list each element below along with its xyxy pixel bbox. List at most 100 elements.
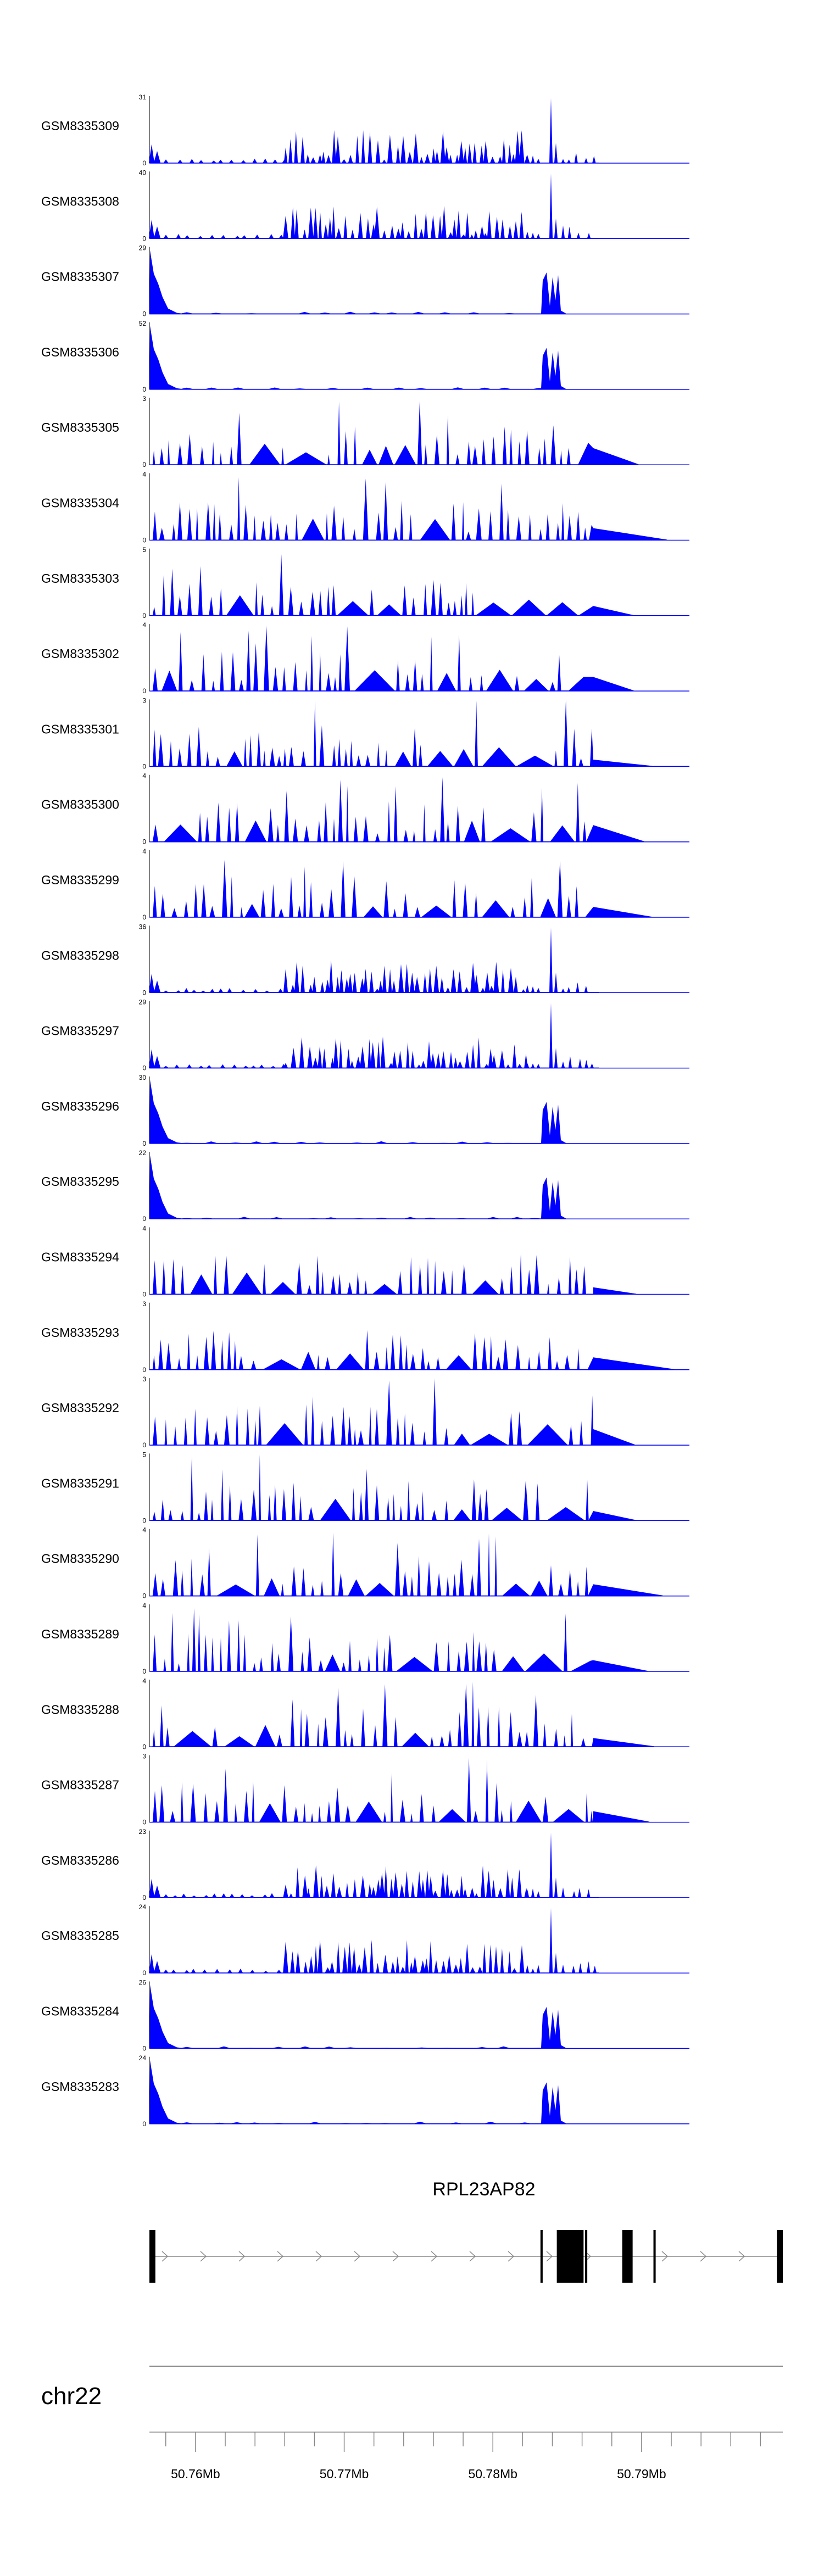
strand-arrow <box>508 2251 515 2262</box>
strand-arrow <box>469 2251 476 2262</box>
track-GSM8335287: GSM8335287 3 0 <box>41 1753 689 1826</box>
y-max-label: 5 <box>142 546 146 554</box>
y-min-label: 0 <box>142 989 146 996</box>
coverage-area <box>149 1608 648 1671</box>
y-min-label: 0 <box>142 1291 146 1298</box>
y-min-label: 0 <box>142 537 146 544</box>
track-GSM8335295: GSM8335295 22 0 <box>41 1149 689 1223</box>
chromosome-track: chr22 <box>41 2366 783 2410</box>
coverage-area <box>149 174 599 239</box>
y-max-label: 40 <box>139 169 147 176</box>
y-max-label: 23 <box>139 1828 147 1836</box>
y-max-label: 4 <box>142 1225 146 1233</box>
coverage-area <box>149 777 644 842</box>
track-label: GSM8335297 <box>41 1024 119 1038</box>
coverage-area <box>149 1454 636 1521</box>
coverage-area <box>149 1155 566 1219</box>
y-min-label: 0 <box>142 1592 146 1600</box>
y-min-label: 0 <box>142 461 146 469</box>
y-min-label: 0 <box>142 1516 146 1524</box>
y-max-label: 4 <box>142 1602 146 1609</box>
y-min-label: 0 <box>142 1140 146 1147</box>
y-max-label: 4 <box>142 772 146 780</box>
strand-arrow <box>392 2251 399 2262</box>
exon <box>585 2230 588 2283</box>
coverage-area <box>149 326 566 389</box>
track-label: GSM8335292 <box>41 1401 119 1415</box>
track-GSM8335291: GSM8335291 5 0 <box>41 1451 689 1524</box>
strand-arrow <box>738 2251 745 2262</box>
coverage-area <box>149 1003 599 1068</box>
coverage-area <box>149 1832 599 1898</box>
y-min-label: 0 <box>142 1668 146 1675</box>
y-max-label: 5 <box>142 1451 146 1458</box>
track-label: GSM8335301 <box>41 722 119 736</box>
coverage-area <box>149 250 566 314</box>
track-label: GSM8335298 <box>41 948 119 962</box>
track-label: GSM8335283 <box>41 2079 119 2094</box>
track-GSM8335288: GSM8335288 4 0 <box>41 1677 689 1750</box>
y-max-label: 4 <box>142 847 146 855</box>
strand-arrow <box>661 2251 669 2262</box>
track-label: GSM8335299 <box>41 873 119 887</box>
track-label: GSM8335306 <box>41 345 119 359</box>
axis-tick-label: 50.76Mb <box>171 2467 220 2481</box>
track-GSM8335309: GSM8335309 31 0 <box>41 93 689 167</box>
y-max-label: 4 <box>142 1526 146 1534</box>
track-label: GSM8335304 <box>41 496 119 510</box>
exon <box>777 2230 783 2283</box>
track-label: GSM8335284 <box>41 2004 119 2019</box>
y-min-label: 0 <box>142 1215 146 1223</box>
track-GSM8335306: GSM8335306 52 0 <box>41 320 689 393</box>
y-min-label: 0 <box>142 235 146 242</box>
coverage-area <box>149 1984 566 2049</box>
y-max-label: 30 <box>139 1074 147 1081</box>
coverage-area <box>149 1758 650 1822</box>
gene-name-label: RPL23AP82 <box>432 2179 535 2200</box>
strand-arrow <box>354 2251 361 2262</box>
track-label: GSM8335295 <box>41 1174 119 1189</box>
coverage-area <box>149 554 633 616</box>
y-min-label: 0 <box>142 2045 146 2053</box>
y-max-label: 3 <box>142 1300 146 1308</box>
track-label: GSM8335285 <box>41 1928 119 1943</box>
y-min-label: 0 <box>142 310 146 318</box>
coverage-area <box>149 860 652 917</box>
track-label: GSM8335305 <box>41 420 119 434</box>
track-GSM8335302: GSM8335302 4 0 <box>41 621 689 695</box>
coverage-area <box>149 1908 599 1973</box>
strand-arrow <box>162 2251 169 2262</box>
y-max-label: 4 <box>142 1677 146 1685</box>
y-max-label: 4 <box>142 471 146 478</box>
track-GSM8335299: GSM8335299 4 0 <box>41 847 689 921</box>
coverage-area <box>149 1378 635 1446</box>
track-label: GSM8335309 <box>41 119 119 133</box>
y-min-label: 0 <box>142 1366 146 1374</box>
coverage-area <box>149 98 599 163</box>
y-min-label: 0 <box>142 159 146 167</box>
track-GSM8335293: GSM8335293 3 0 <box>41 1300 689 1374</box>
track-label: GSM8335296 <box>41 1099 119 1113</box>
gene-model <box>149 2230 783 2283</box>
track-label: GSM8335293 <box>41 1325 119 1340</box>
strand-arrow <box>277 2251 284 2262</box>
y-min-label: 0 <box>142 1894 146 1902</box>
y-min-label: 0 <box>142 1441 146 1449</box>
track-GSM8335303: GSM8335303 5 0 <box>41 546 689 620</box>
track-label: GSM8335294 <box>41 1250 119 1264</box>
track-label: GSM8335308 <box>41 194 119 208</box>
track-label: GSM8335303 <box>41 571 119 586</box>
y-min-label: 0 <box>142 913 146 921</box>
track-label: GSM8335300 <box>41 798 119 812</box>
coverage-area <box>149 1253 637 1295</box>
track-GSM8335294: GSM8335294 4 0 <box>41 1225 689 1298</box>
coverage-tracks: GSM8335309310GSM8335308400GSM8335307290G… <box>41 93 689 2128</box>
y-min-label: 0 <box>142 838 146 846</box>
track-label: GSM8335289 <box>41 1627 119 1641</box>
strand-arrow <box>546 2251 553 2262</box>
y-max-label: 31 <box>139 93 147 101</box>
y-max-label: 22 <box>139 1149 147 1157</box>
y-max-label: 26 <box>139 1979 147 1987</box>
y-min-label: 0 <box>142 687 146 695</box>
